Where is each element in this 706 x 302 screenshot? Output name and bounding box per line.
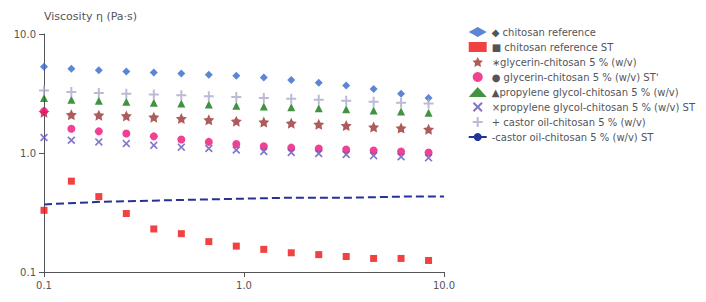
svg-text:◆ chitosan reference: ◆ chitosan reference — [492, 27, 596, 38]
svg-text:▲propylene glycol-chitosan 5 %: ▲propylene glycol-chitosan 5 % (w/v) — [492, 87, 679, 98]
svg-text:1.0: 1.0 — [20, 148, 36, 159]
svg-text:0.1: 0.1 — [36, 280, 52, 291]
svg-text:● glycerin-chitosan 5 % (w/v): ● glycerin-chitosan 5 % (w/v) STʼ — [492, 72, 659, 83]
svg-text:10.0: 10.0 — [433, 280, 455, 291]
svg-text:+ castor oil-chitosan 5 % (w/v: + castor oil-chitosan 5 % (w/v) — [492, 117, 646, 128]
svg-text:■ chitosan reference ST: ■ chitosan reference ST — [492, 42, 614, 53]
svg-text:0.1: 0.1 — [20, 267, 36, 278]
svg-text:10.0: 10.0 — [14, 29, 36, 40]
svg-text:×propylene glycol-chitosan 5 %: ×propylene glycol-chitosan 5 % (w/v) ST — [492, 102, 696, 113]
svg-text:-castor oil-chitosan 5 % (w/v): -castor oil-chitosan 5 % (w/v) ST — [492, 132, 655, 143]
svg-text:1.0: 1.0 — [236, 280, 252, 291]
svg-text:∗glycerin-chitosan 5 % (w/v): ∗glycerin-chitosan 5 % (w/v) — [492, 57, 637, 68]
svg-text:Viscosity η (Pa·s): Viscosity η (Pa·s) — [44, 10, 137, 23]
